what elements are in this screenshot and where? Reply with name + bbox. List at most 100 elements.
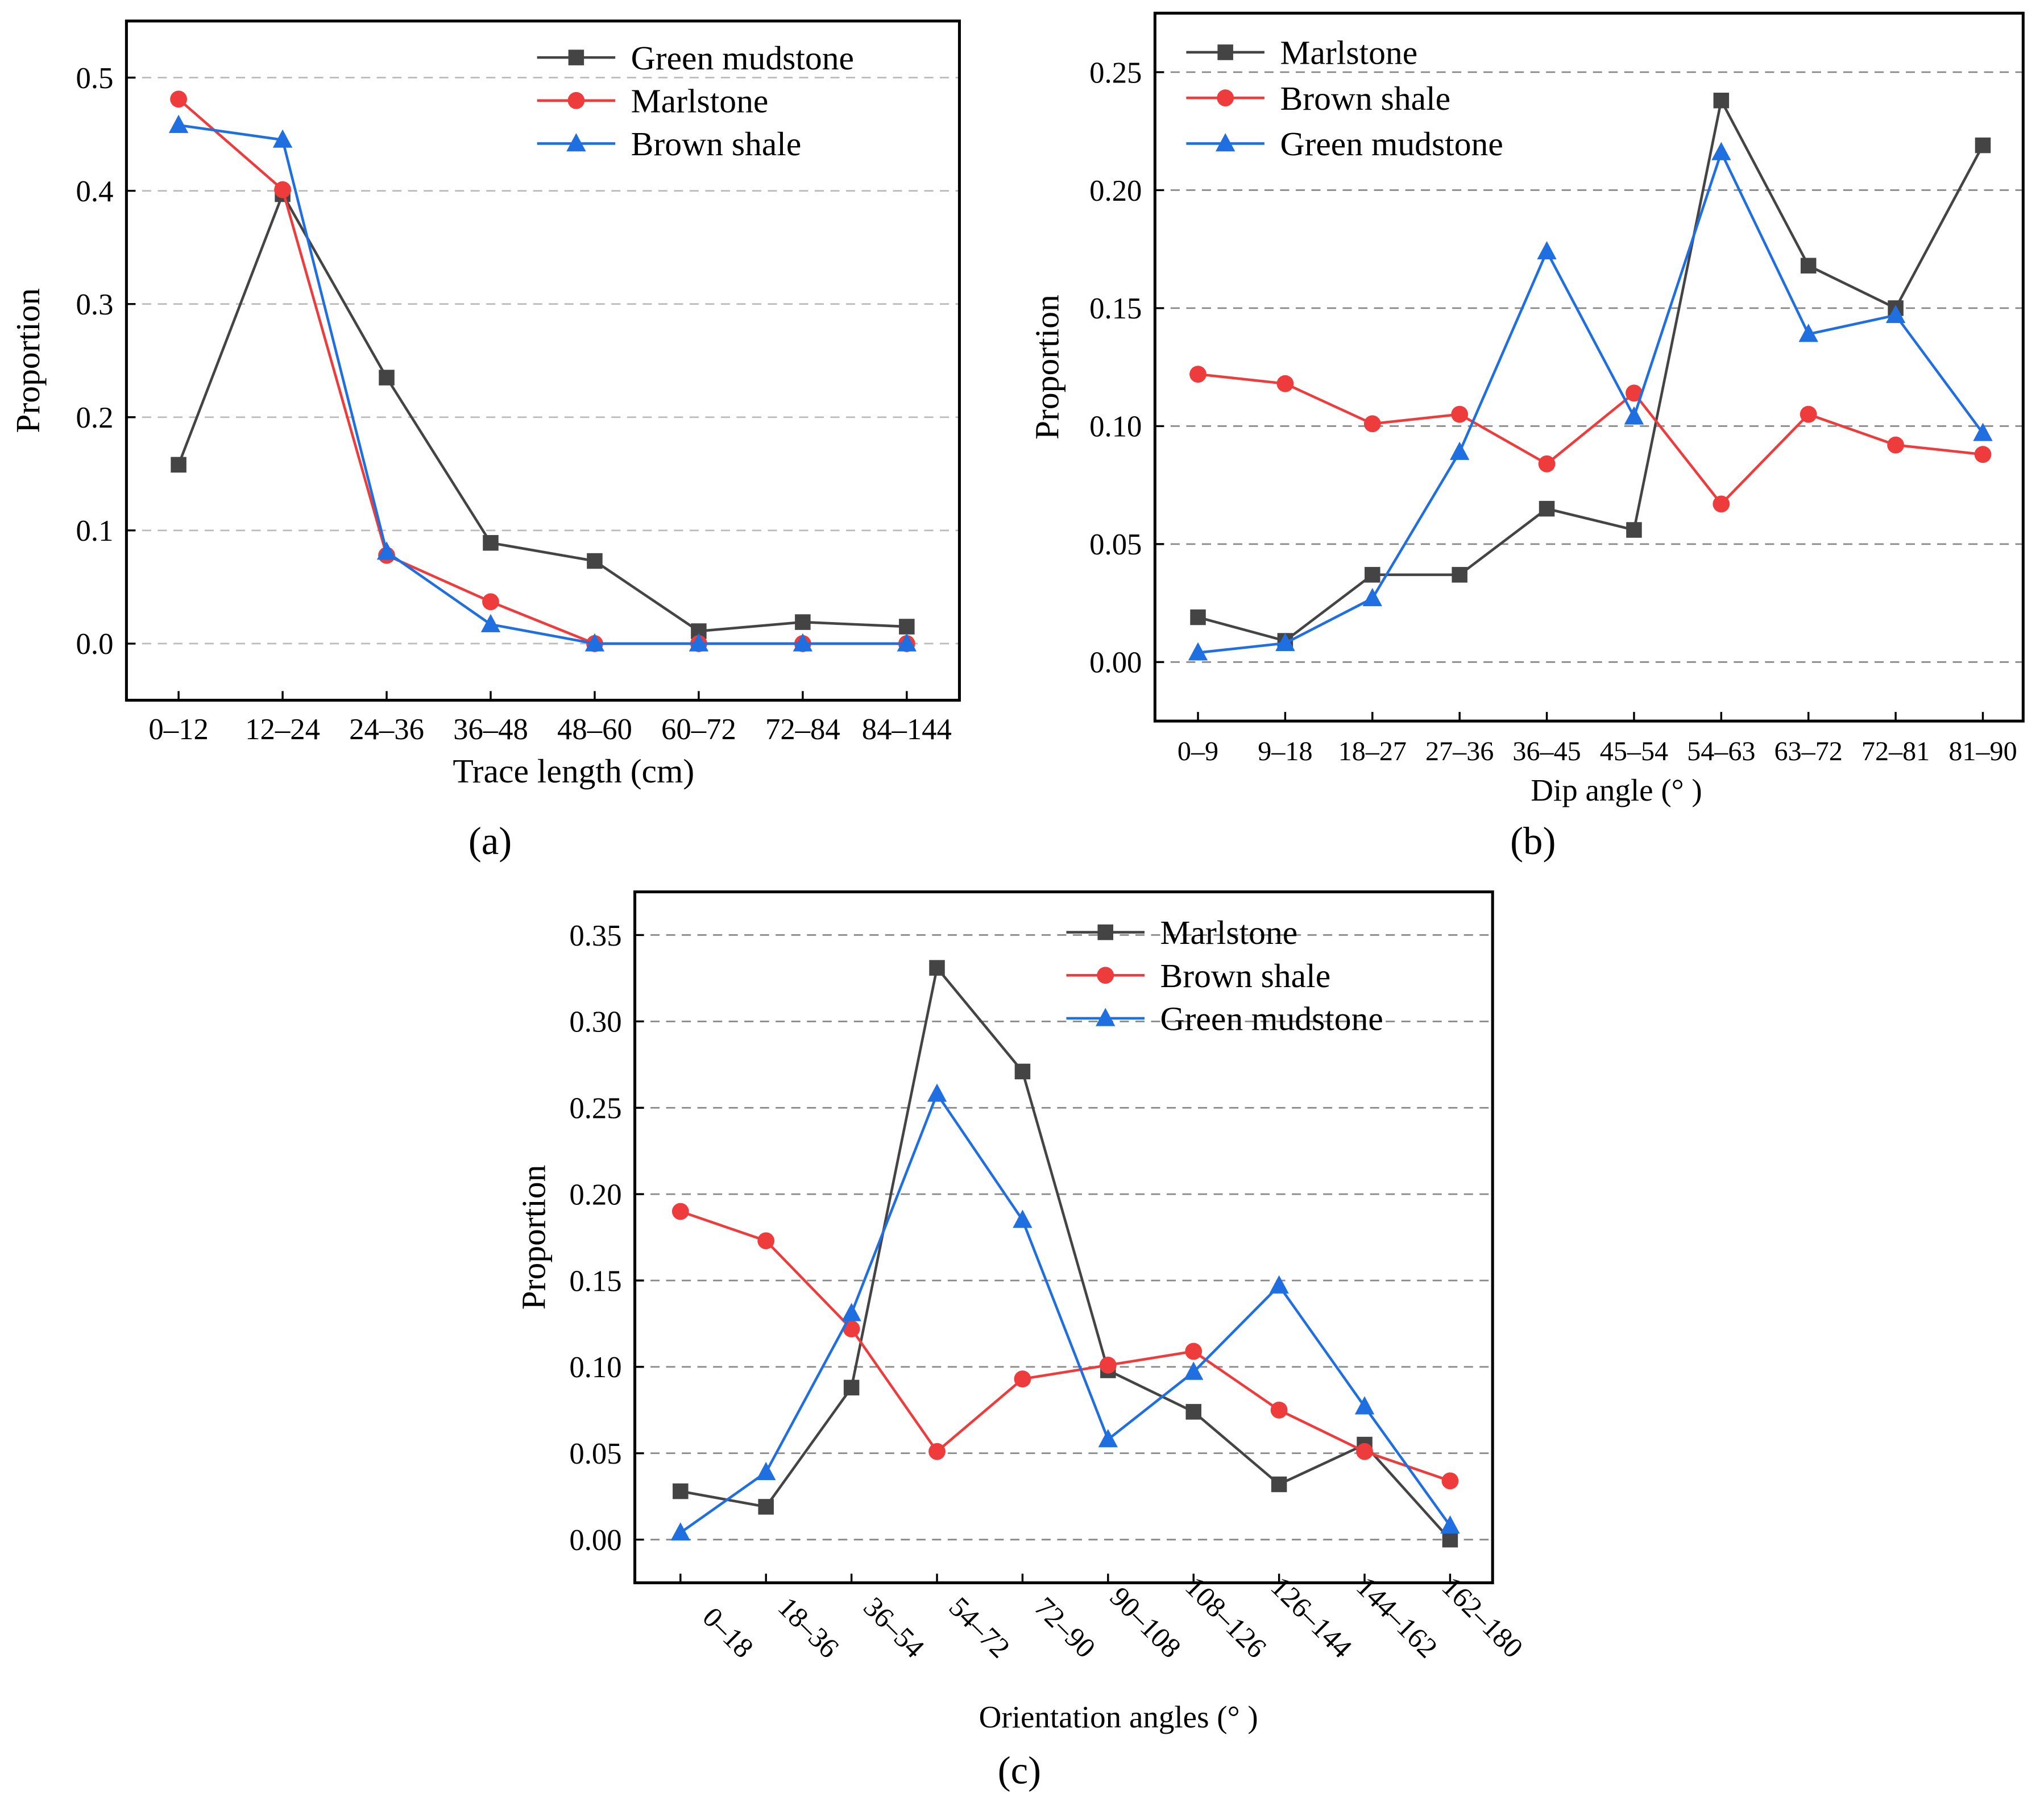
series-green-mudstone [171, 186, 915, 639]
data-point-triangle-marker [897, 633, 917, 652]
data-point-square-marker [758, 1499, 774, 1515]
y-tick-label: 0.05 [569, 1437, 621, 1470]
data-point-triangle-marker [1013, 1209, 1033, 1228]
y-axis-label: Proportion [515, 1165, 552, 1310]
series-marlstone [1190, 92, 1991, 649]
data-point-triangle-marker [756, 1461, 776, 1480]
data-point-square-marker [1539, 500, 1555, 517]
data-point-square-marker [1452, 567, 1467, 583]
x-tick-label: 72–90 [1029, 1591, 1102, 1664]
data-point-square-marker [1800, 258, 1817, 274]
data-point-circle-marker [1185, 1342, 1203, 1360]
data-point-square-marker [587, 553, 603, 569]
data-point-triangle-marker [1362, 588, 1382, 607]
y-tick-label: 0.1 [76, 515, 114, 548]
data-point-triangle-marker [793, 633, 813, 652]
y-tick-label: 0.25 [569, 1092, 621, 1125]
y-tick-label: 0.00 [1089, 647, 1142, 679]
legend-square-marker [1097, 924, 1113, 940]
data-point-triangle-marker [1449, 441, 1470, 460]
data-point-square-marker [379, 370, 395, 386]
data-point-triangle-marker [1711, 142, 1731, 160]
data-point-square-marker [1190, 609, 1206, 625]
data-point-square-marker [1713, 92, 1730, 109]
x-tick-label: 126–144 [1265, 1570, 1358, 1664]
chart-panel-b: 0.00 0.05 0.10 0.15 0.20 0.25 0–9 9–18 18–27 27–3… [1029, 11, 2025, 863]
x-tick-label: 90–108 [1104, 1581, 1188, 1664]
data-point-triangle-marker [670, 1522, 691, 1541]
plot-frame [633, 890, 1494, 1585]
legend-circle-marker [1097, 967, 1114, 984]
series-line [680, 964, 1452, 1541]
x-tick-label: 12–24 [245, 713, 320, 746]
data-point-square-marker [1271, 1476, 1287, 1493]
series-line [1197, 372, 1983, 506]
data-point-circle-marker [757, 1232, 775, 1250]
panel-label: (b) [1510, 819, 1556, 863]
data-point-circle-marker [1974, 446, 1992, 463]
plot-frame [1153, 11, 2025, 723]
chart-panel-a: 0.0 0.1 0.2 0.3 0.4 0.5 0–12 12–24 24–36 36–48 48–… [9, 19, 961, 863]
data-point-triangle-marker [480, 614, 501, 632]
series-line [177, 191, 907, 633]
legend-label: Green mudstone [1280, 125, 1503, 163]
series-line [679, 1091, 1452, 1534]
data-point-circle-marker [274, 181, 291, 198]
data-point-circle-marker [1356, 1443, 1373, 1460]
x-tick-label: 72–84 [765, 713, 840, 746]
data-point-triangle-marker [1973, 422, 1993, 441]
y-tick-label: 0.5 [76, 62, 114, 95]
x-tick-label: 81–90 [1948, 736, 2017, 766]
data-point-circle-marker [1014, 1370, 1031, 1388]
x-tick-label: 24–36 [349, 713, 424, 746]
legend-circle-marker [1217, 89, 1234, 107]
x-tick-label: 27–36 [1425, 736, 1494, 766]
data-point-square-marker [171, 457, 186, 473]
y-tick-label: 0.4 [76, 175, 114, 208]
y-axis-label: Proportion [1029, 295, 1066, 440]
data-point-triangle-marker [841, 1303, 861, 1321]
legend-label: Marlstone [631, 82, 769, 119]
series-marlstone [170, 90, 915, 652]
data-point-triangle-marker [1798, 324, 1818, 342]
data-point-circle-marker [1099, 1356, 1117, 1374]
data-point-square-marker [1365, 567, 1380, 583]
x-tick-label: 18–36 [772, 1591, 845, 1664]
data-point-square-marker [929, 960, 945, 976]
data-point-circle-marker [843, 1320, 860, 1337]
legend-entry: Green mudstone [1186, 125, 1503, 163]
x-tick-label: 0–9 [1178, 736, 1218, 766]
legend-triangle-marker [1096, 1008, 1116, 1026]
data-point-circle-marker [928, 1443, 946, 1460]
legend-label: Marlstone [1280, 34, 1417, 72]
data-point-circle-marker [1451, 405, 1469, 423]
data-point-circle-marker [1800, 405, 1817, 423]
x-tick-label: 108–126 [1179, 1570, 1272, 1664]
data-point-triangle-marker [1275, 632, 1295, 651]
legend-entry: Brown shale [1066, 957, 1330, 994]
x-tick-label: 72–81 [1861, 736, 1930, 766]
data-point-triangle-marker [1440, 1515, 1460, 1534]
data-point-triangle-marker [376, 541, 397, 560]
y-tick-label: 0.00 [569, 1524, 621, 1557]
x-tick-label: 60–72 [661, 713, 736, 746]
series-green-mudstone [1188, 142, 1993, 661]
data-point-circle-marker [1887, 436, 1904, 454]
data-point-triangle-marker [1184, 1361, 1204, 1380]
x-tick-label: 144–162 [1350, 1570, 1444, 1664]
data-point-triangle-marker [584, 633, 605, 652]
data-point-circle-marker [482, 593, 499, 611]
data-point-triangle-marker [1188, 642, 1208, 661]
chart-panel-c: 0.00 0.05 0.10 0.15 0.20 0.25 0.30 0.35 0–18 18–3… [515, 890, 1529, 1792]
legend-entry: Marlstone [1066, 914, 1297, 951]
data-point-triangle-marker [1354, 1396, 1375, 1415]
data-point-square-marker [899, 619, 915, 635]
legend-entry: Marlstone [1186, 34, 1417, 72]
data-point-circle-marker [1713, 495, 1730, 513]
legend-triangle-marker [1215, 133, 1235, 152]
x-tick-label: 45–54 [1600, 736, 1668, 766]
series-line [680, 1210, 1451, 1482]
panel-label: (c) [998, 1749, 1041, 1792]
x-tick-label: 18–27 [1338, 736, 1407, 766]
